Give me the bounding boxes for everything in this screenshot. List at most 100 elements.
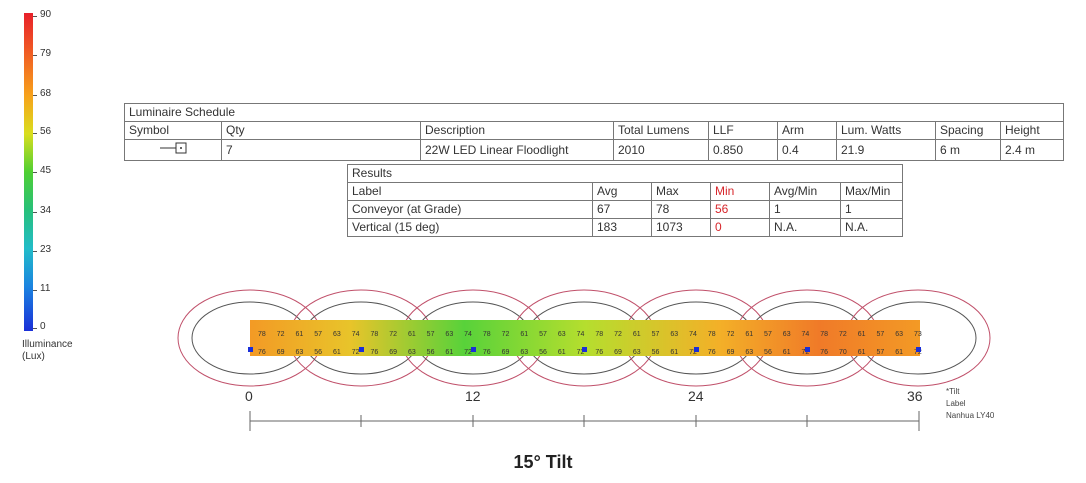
luminaire-marker xyxy=(359,347,364,352)
grid-value-top: 63 xyxy=(558,331,566,338)
grid-value-bottom: 72 xyxy=(577,349,585,356)
luminaire-symbol-icon xyxy=(160,142,187,154)
grid-value-bottom: 63 xyxy=(633,349,641,356)
header-avg: Avg xyxy=(592,182,652,201)
luminaire-schedule-table: Luminaire Schedule Symbol Qty Descriptio… xyxy=(124,103,1064,161)
grid-value-top: 57 xyxy=(314,331,322,338)
grid-value-bottom: 61 xyxy=(558,349,566,356)
grid-value-top: 78 xyxy=(483,331,491,338)
header-qty: Qty xyxy=(221,121,421,140)
row2-max-min: N.A. xyxy=(840,218,903,237)
cell-description: 22W LED Linear Floodlight xyxy=(420,139,614,161)
legend-tick-label: 68 xyxy=(40,88,52,99)
grid-value-bottom: 76 xyxy=(483,349,491,356)
grid-value-bottom: 76 xyxy=(370,349,378,356)
luminaire-marker xyxy=(694,347,699,352)
grid-value-top: 78 xyxy=(708,331,716,338)
legend-tick-label: 56 xyxy=(40,126,52,137)
label-note: Label xyxy=(946,399,966,408)
schedule-header-row: Symbol Qty Description Total Lumens LLF … xyxy=(124,121,1064,140)
grid-value-top: 61 xyxy=(633,331,641,338)
header-llf: LLF xyxy=(708,121,778,140)
grid-value-bottom: 61 xyxy=(670,349,678,356)
schedule-title: Luminaire Schedule xyxy=(124,103,1064,122)
row1-min: 56 xyxy=(710,200,770,219)
grid-values: 78 72 61 57 63 74 78 72 61 57 63 74 78 72 61 57 63 74 78 72… xyxy=(258,331,922,356)
grid-value-top: 57 xyxy=(652,331,660,338)
results-row: Conveyor (at Grade) 67 78 56 1 1 xyxy=(347,200,903,219)
legend-tick-label: 34 xyxy=(40,205,52,216)
illuminance-color-scale xyxy=(24,13,33,331)
luminaire-marker xyxy=(471,347,476,352)
grid-value-top: 63 xyxy=(670,331,678,338)
header-symbol: Symbol xyxy=(124,121,222,140)
header-arm: Arm xyxy=(777,121,837,140)
row1-avg-min: 1 xyxy=(769,200,841,219)
row2-label: Vertical (15 deg) xyxy=(347,218,593,237)
grid-value-top: 63 xyxy=(783,331,791,338)
grid-value-top: 57 xyxy=(539,331,547,338)
header-min: Min xyxy=(710,182,770,201)
results-title: Results xyxy=(347,164,903,183)
header-lum-watts: Lum. Watts xyxy=(836,121,936,140)
grid-value-bottom: 72 xyxy=(689,349,697,356)
grid-value-bottom: 57 xyxy=(877,349,885,356)
grid-value-top: 57 xyxy=(764,331,772,338)
cell-total-lumens: 2010 xyxy=(613,139,709,161)
grid-value-bottom: 61 xyxy=(895,349,903,356)
header-description: Description xyxy=(420,121,614,140)
legend-tick-mark xyxy=(33,16,37,17)
grid-value-top: 72 xyxy=(727,331,735,338)
grid-value-top: 72 xyxy=(389,331,397,338)
grid-value-top: 61 xyxy=(520,331,528,338)
grid-value-top: 74 xyxy=(352,331,360,338)
legend-tick-mark xyxy=(33,251,37,252)
model-note: Nanhua LY40 xyxy=(946,411,995,420)
scale-label-24: 24 xyxy=(688,388,704,404)
header-height: Height xyxy=(1000,121,1064,140)
header-spacing: Spacing xyxy=(935,121,1001,140)
grid-value-bottom: 63 xyxy=(745,349,753,356)
grid-value-top: 72 xyxy=(614,331,622,338)
grid-value-top: 63 xyxy=(895,331,903,338)
grid-value-bottom: 69 xyxy=(502,349,510,356)
grid-value-bottom: 76 xyxy=(708,349,716,356)
grid-value-top: 72 xyxy=(502,331,510,338)
grid-value-bottom: 69 xyxy=(277,349,285,356)
grid-value-bottom: 70 xyxy=(839,349,847,356)
results-header-row: Label Avg Max Min Avg/Min Max/Min xyxy=(347,182,903,201)
luminaire-marker xyxy=(582,347,587,352)
cell-llf: 0.850 xyxy=(708,139,778,161)
grid-value-top: 74 xyxy=(802,331,810,338)
grid-value-top: 78 xyxy=(820,331,828,338)
grid-value-top: 78 xyxy=(595,331,603,338)
grid-value-bottom: 72 xyxy=(914,349,922,356)
legend-tick-mark xyxy=(33,133,37,134)
grid-value-bottom: 72 xyxy=(352,349,360,356)
grid-value-top: 78 xyxy=(370,331,378,338)
legend-title-line1: Illuminance xyxy=(22,339,73,350)
grid-value-bottom: 56 xyxy=(314,349,322,356)
scale-label-12: 12 xyxy=(465,388,481,404)
grid-value-top: 73 xyxy=(914,331,922,338)
grid-value-bottom: 63 xyxy=(520,349,528,356)
header-label: Label xyxy=(347,182,593,201)
legend-tick-label: 90 xyxy=(40,9,52,20)
cell-spacing: 6 m xyxy=(935,139,1001,161)
grid-value-bottom: 69 xyxy=(389,349,397,356)
header-total-lumens: Total Lumens xyxy=(613,121,709,140)
scale-label-0: 0 xyxy=(245,388,253,404)
tilt-note: *Tilt xyxy=(946,387,960,396)
grid-value-top: 74 xyxy=(464,331,472,338)
legend-tick-mark xyxy=(33,55,37,56)
row2-min: 0 xyxy=(710,218,770,237)
grid-value-top: 57 xyxy=(877,331,885,338)
legend-tick-mark xyxy=(33,95,37,96)
grid-value-bottom: 61 xyxy=(445,349,453,356)
grid-value-bottom: 76 xyxy=(258,349,266,356)
grid-value-bottom: 76 xyxy=(595,349,603,356)
luminaire-marker xyxy=(916,347,921,352)
grid-value-bottom: 56 xyxy=(427,349,435,356)
row1-max-min: 1 xyxy=(840,200,903,219)
legend-tick-mark xyxy=(33,172,37,173)
